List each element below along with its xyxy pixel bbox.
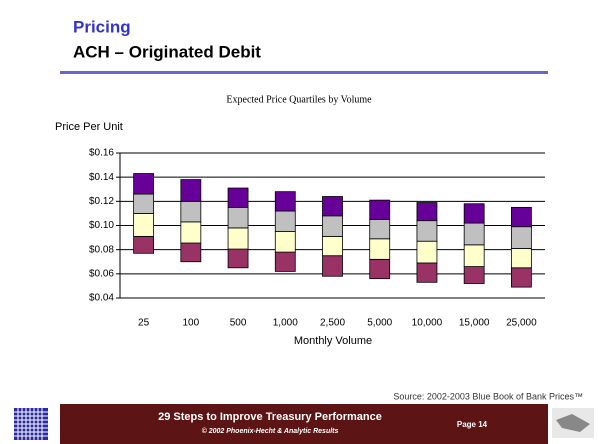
quartile-segment [180, 242, 202, 263]
x-axis-title: Monthly Volume [294, 335, 372, 347]
quartile-segment [274, 251, 296, 272]
quartile-segment [463, 222, 485, 246]
quartile-segment [416, 220, 438, 242]
y-tick-label: $0.10 [89, 220, 114, 231]
quartile-segment [133, 235, 155, 254]
quartile-segment [463, 266, 485, 284]
footer-band [60, 404, 548, 444]
quartile-segment [133, 193, 155, 214]
quartile-segment [369, 199, 391, 220]
quartile-segment [463, 244, 485, 267]
quartile-segment [227, 206, 249, 229]
subheading: ACH – Originated Debit [73, 42, 261, 61]
quartile-segment [510, 267, 532, 288]
quartile-segment [227, 187, 249, 208]
quartile-segment [322, 196, 343, 217]
y-tick-label: $0.04 [89, 293, 114, 304]
quartile-segment [274, 231, 296, 253]
quartile-segment [369, 219, 391, 240]
page-number: Page 14 [457, 420, 488, 429]
quartile-segment [227, 227, 249, 250]
quartile-segment [510, 226, 532, 249]
quartile-segment [416, 240, 438, 264]
quartile-segment [322, 255, 343, 277]
x-tick-label: 1,000 [273, 318, 298, 329]
y-tick-label: $0.14 [89, 172, 114, 183]
quartile-segment [416, 262, 438, 283]
footer-copyright: © 2002 Phoenix-Hecht & Analytic Results [202, 427, 339, 435]
title-rule [60, 71, 548, 74]
y-tick-label: $0.06 [89, 268, 114, 279]
quartile-segment [510, 248, 532, 269]
quartile-segment [463, 203, 485, 224]
quartile-segment [416, 202, 438, 222]
x-tick-label: 500 [230, 318, 247, 329]
quartile-segment [133, 213, 155, 237]
quartile-segment [369, 238, 391, 260]
quartile-segment [227, 248, 249, 269]
x-tick-label: 5,000 [367, 318, 392, 329]
y-tick-label: $0.08 [89, 244, 114, 255]
x-tick-label: 2,500 [320, 318, 345, 329]
heading: Pricing [73, 17, 131, 36]
logo-grid [14, 408, 48, 440]
x-tick-label: 15,000 [459, 318, 490, 329]
x-tick-label: 25 [138, 318, 150, 329]
x-tick-label: 10,000 [412, 318, 443, 329]
quartile-segment [322, 235, 343, 257]
quartile-segment [180, 221, 202, 244]
source: Source: 2002-2003 Blue Book of Bank Pric… [393, 391, 583, 401]
quartile-segment [369, 258, 391, 280]
y-tick-label: $0.12 [89, 196, 114, 207]
y-tick-label: $0.16 [89, 148, 114, 159]
quartile-segment [322, 215, 343, 237]
quartile-segment [133, 173, 155, 195]
chart-title: Expected Price Quartiles by Volume [226, 94, 372, 105]
quartile-segment [180, 200, 202, 223]
quartile-segment [510, 206, 532, 228]
x-tick-label: 100 [182, 318, 199, 329]
quartile-segment [180, 179, 202, 202]
quartile-segment [274, 191, 296, 212]
footer-image [552, 408, 594, 438]
y-axis-title: Price Per Unit [55, 121, 123, 133]
x-tick-label: 25,000 [506, 318, 537, 329]
quartile-segment [274, 210, 296, 232]
footer-title: 29 Steps to Improve Treasury Performance [158, 411, 382, 423]
